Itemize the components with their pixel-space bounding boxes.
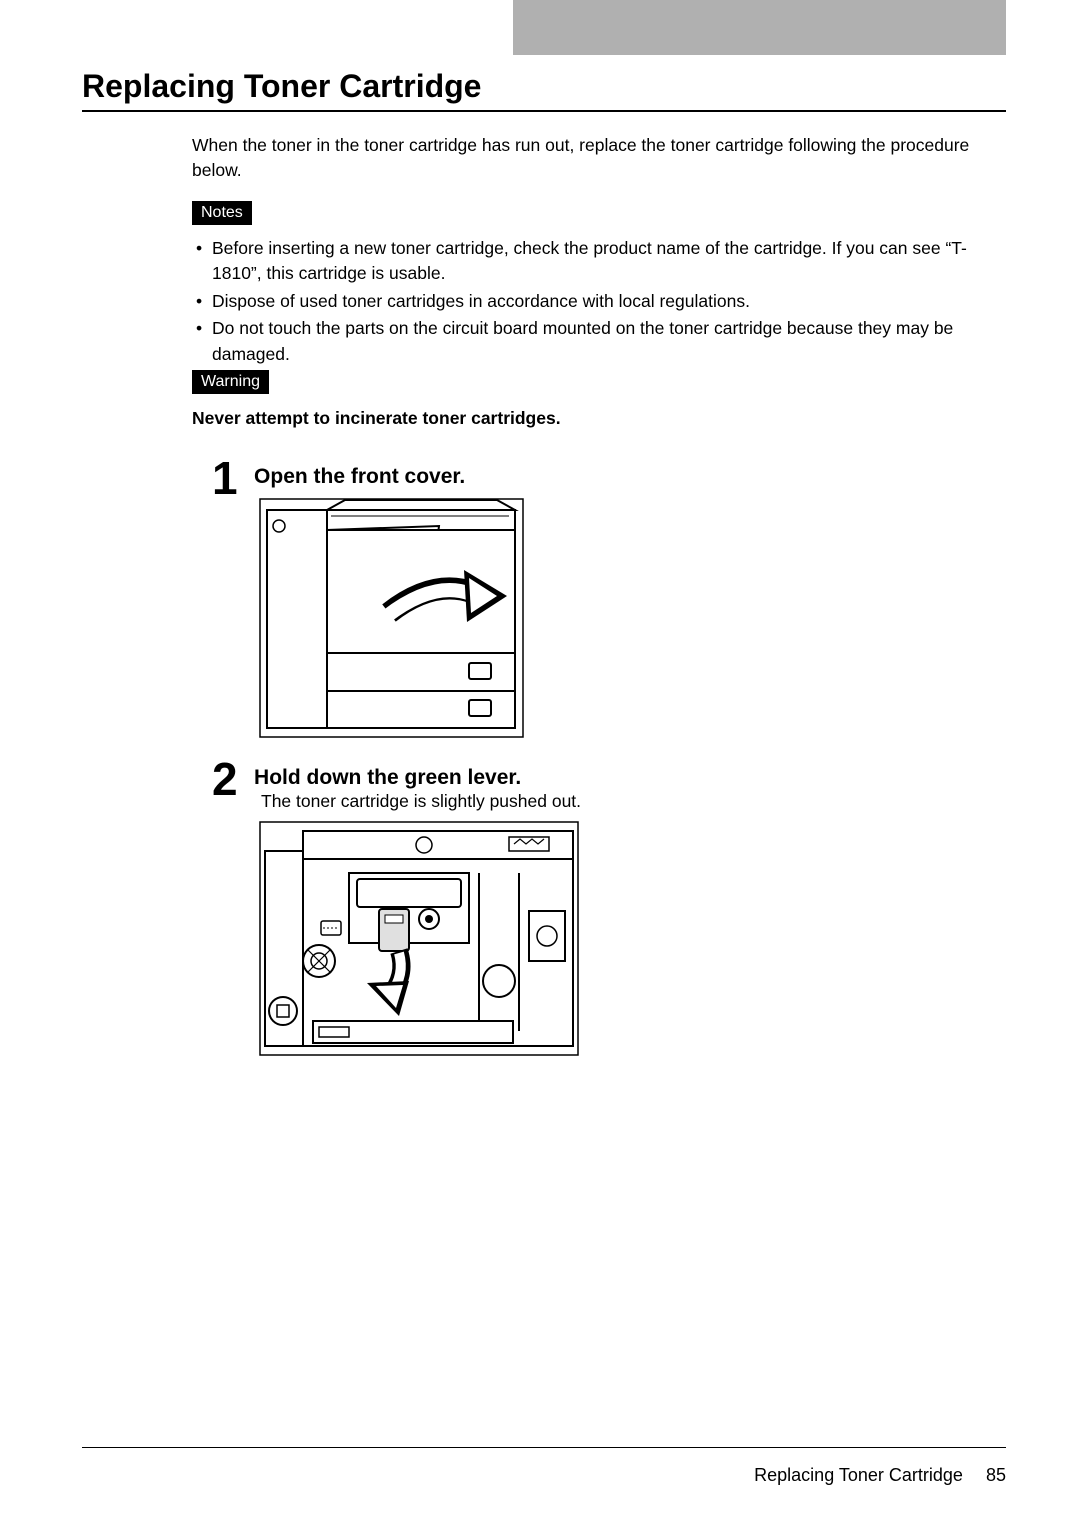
- note-item: Dispose of used toner cartridges in acco…: [192, 289, 1006, 314]
- step-1-illustration: [259, 498, 524, 743]
- step-number: 1: [212, 455, 238, 501]
- page-number: 85: [986, 1465, 1006, 1485]
- step-1-header: 1 Open the front cover.: [212, 455, 465, 501]
- notes-badge: Notes: [192, 201, 252, 225]
- note-item: Before inserting a new toner cartridge, …: [192, 236, 1006, 287]
- footer-title: Replacing Toner Cartridge: [754, 1465, 963, 1485]
- step-number: 2: [212, 756, 238, 802]
- step-title: Hold down the green lever.: [254, 766, 521, 790]
- footer-line: [82, 1447, 1006, 1448]
- warning-text: Never attempt to incinerate toner cartri…: [192, 408, 1006, 429]
- page-title: Replacing Toner Cartridge: [82, 68, 481, 105]
- notes-list: Before inserting a new toner cartridge, …: [192, 236, 1006, 369]
- step-2-subtitle: The toner cartridge is slightly pushed o…: [261, 791, 581, 812]
- intro-paragraph: When the toner in the toner cartridge ha…: [192, 133, 1006, 184]
- title-underline: [82, 110, 1006, 112]
- header-tab-bar: [513, 0, 1006, 55]
- step-title: Open the front cover.: [254, 465, 465, 489]
- footer-text: Replacing Toner Cartridge 85: [754, 1465, 1006, 1486]
- step-2-illustration: [259, 821, 579, 1061]
- warning-badge: Warning: [192, 370, 269, 394]
- note-item: Do not touch the parts on the circuit bo…: [192, 316, 1006, 367]
